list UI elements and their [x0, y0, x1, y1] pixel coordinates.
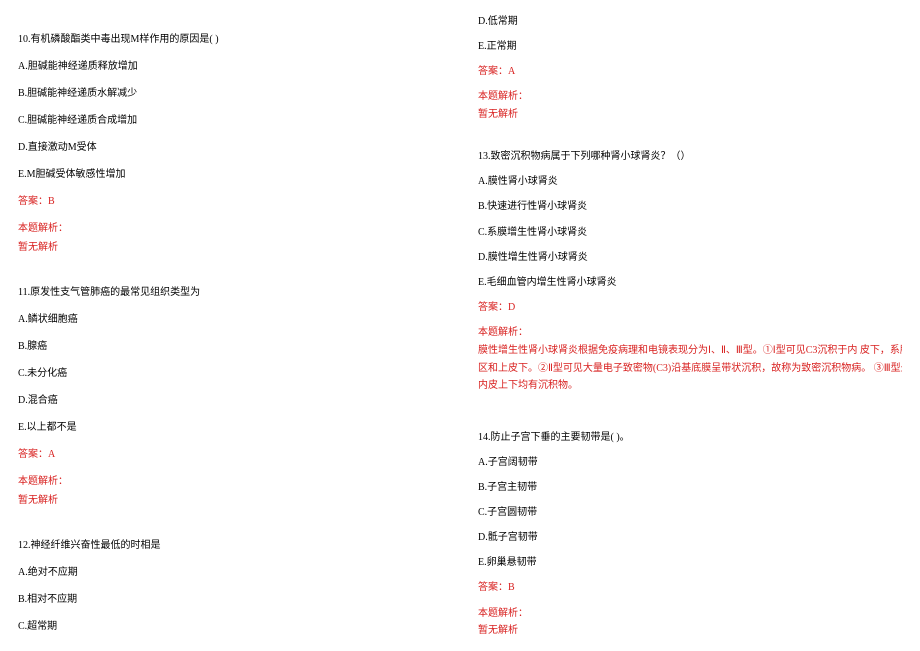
- q11-opt-e: E.以上都不是: [18, 418, 442, 437]
- q12-opt-e: E.正常期: [478, 37, 902, 55]
- q13-explain-l1: 膜性增生性肾小球肾炎根据免疫病理和电镜表现分为Ⅰ、Ⅱ、Ⅲ型。①Ⅰ型可见C3沉积于…: [478, 341, 902, 359]
- q12-explain-label: 本题解析：: [478, 87, 902, 105]
- q12-stem: 12.神经纤维兴奋性最低的时相是: [18, 536, 442, 555]
- exam-page: 10.有机磷酸酯类中毒出现M样作用的原因是( ) A.胆碱能神经递质释放增加 B…: [0, 0, 920, 651]
- q12-explain-body: 暂无解析: [478, 105, 902, 123]
- q14-explain-label: 本题解析：: [478, 604, 902, 622]
- q10-explain-label: 本题解析：: [18, 219, 442, 238]
- q14-stem: 14.防止子宫下垂的主要韧带是( )。: [478, 428, 902, 446]
- q12-opt-b: B.相对不应期: [18, 590, 442, 609]
- left-column: 10.有机磷酸酯类中毒出现M样作用的原因是( ) A.胆碱能神经递质释放增加 B…: [0, 0, 460, 651]
- q10-answer: 答案：B: [18, 192, 442, 211]
- q11-explain-label: 本题解析：: [18, 472, 442, 491]
- q10-opt-d: D.直接激动M受体: [18, 138, 442, 157]
- q12-opt-a: A.绝对不应期: [18, 563, 442, 582]
- q10-explain-body: 暂无解析: [18, 238, 442, 257]
- q12-opt-c: C.超常期: [18, 617, 442, 636]
- q14-opt-a: A.子宫阔韧带: [478, 453, 902, 471]
- q13-opt-b: B.快速进行性肾小球肾炎: [478, 197, 902, 215]
- q11-opt-d: D.混合癌: [18, 391, 442, 410]
- q11-opt-a: A.鳞状细胞癌: [18, 310, 442, 329]
- q10-opt-e: E.M胆碱受体敏感性增加: [18, 165, 442, 184]
- q13-explain-l3: 内皮上下均有沉积物。: [478, 376, 902, 394]
- q11-opt-c: C.未分化癌: [18, 364, 442, 383]
- q13-answer: 答案：D: [478, 298, 902, 316]
- right-column: D.低常期 E.正常期 答案：A 本题解析： 暂无解析 13.致密沉积物病属于下…: [460, 0, 920, 651]
- q13-explain-l2: 区和上皮下。②Ⅱ型可见大量电子致密物(C3)沿基底膜呈带状沉积，故称为致密沉积物…: [478, 359, 902, 377]
- q13-opt-d: D.膜性增生性肾小球肾炎: [478, 248, 902, 266]
- q13-opt-a: A.膜性肾小球肾炎: [478, 172, 902, 190]
- q12-opt-d: D.低常期: [478, 12, 902, 30]
- q11-answer: 答案：A: [18, 445, 442, 464]
- q11-explain-body: 暂无解析: [18, 491, 442, 510]
- q14-opt-d: D.骶子宫韧带: [478, 528, 902, 546]
- q11-opt-b: B.腺癌: [18, 337, 442, 356]
- q13-stem: 13.致密沉积物病属于下列哪种肾小球肾炎？（）: [478, 147, 902, 165]
- q10-opt-a: A.胆碱能神经递质释放增加: [18, 57, 442, 76]
- q10-stem: 10.有机磷酸酯类中毒出现M样作用的原因是( ): [18, 30, 442, 49]
- q14-answer: 答案：B: [478, 578, 902, 596]
- q14-opt-b: B.子宫主韧带: [478, 478, 902, 496]
- q12-answer: 答案：A: [478, 62, 902, 80]
- q14-explain-body: 暂无解析: [478, 621, 902, 639]
- q10-opt-b: B.胆碱能神经递质水解减少: [18, 84, 442, 103]
- q14-opt-e: E.卵巢悬韧带: [478, 553, 902, 571]
- q13-opt-e: E.毛细血管内增生性肾小球肾炎: [478, 273, 902, 291]
- q14-opt-c: C.子宫圆韧带: [478, 503, 902, 521]
- q10-opt-c: C.胆碱能神经递质合成增加: [18, 111, 442, 130]
- q13-opt-c: C.系膜增生性肾小球肾炎: [478, 223, 902, 241]
- q11-stem: 11.原发性支气管肺癌的最常见组织类型为: [18, 283, 442, 302]
- q13-explain-label: 本题解析：: [478, 323, 902, 341]
